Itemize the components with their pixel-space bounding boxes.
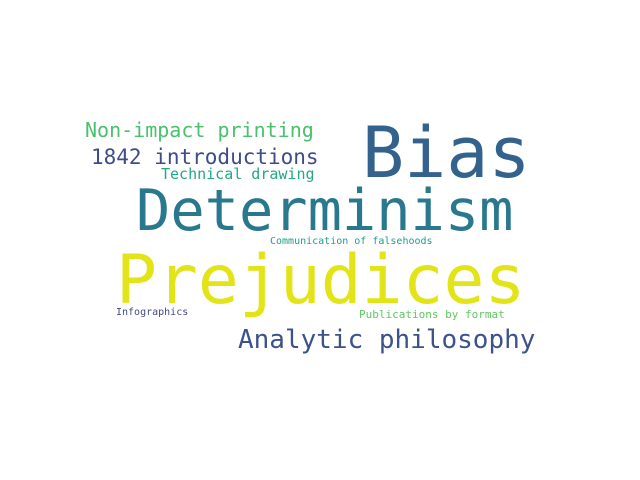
word-communication-of-falsehoods: Communication of falsehoods — [270, 236, 433, 247]
word-1842-introductions: 1842 introductions — [91, 145, 319, 169]
word-infographics: Infographics — [116, 307, 189, 318]
word-analytic-philosophy: Analytic philosophy — [238, 325, 536, 355]
word-non-impact-printing: Non-impact printing — [85, 118, 314, 142]
word-determinism: Determinism — [136, 178, 514, 244]
word-publications-by-format: Publications by format — [359, 308, 505, 321]
word-technical-drawing: Technical drawing — [161, 165, 315, 183]
word-prejudices: Prejudices — [116, 241, 526, 320]
word-bias: Bias — [362, 112, 531, 194]
